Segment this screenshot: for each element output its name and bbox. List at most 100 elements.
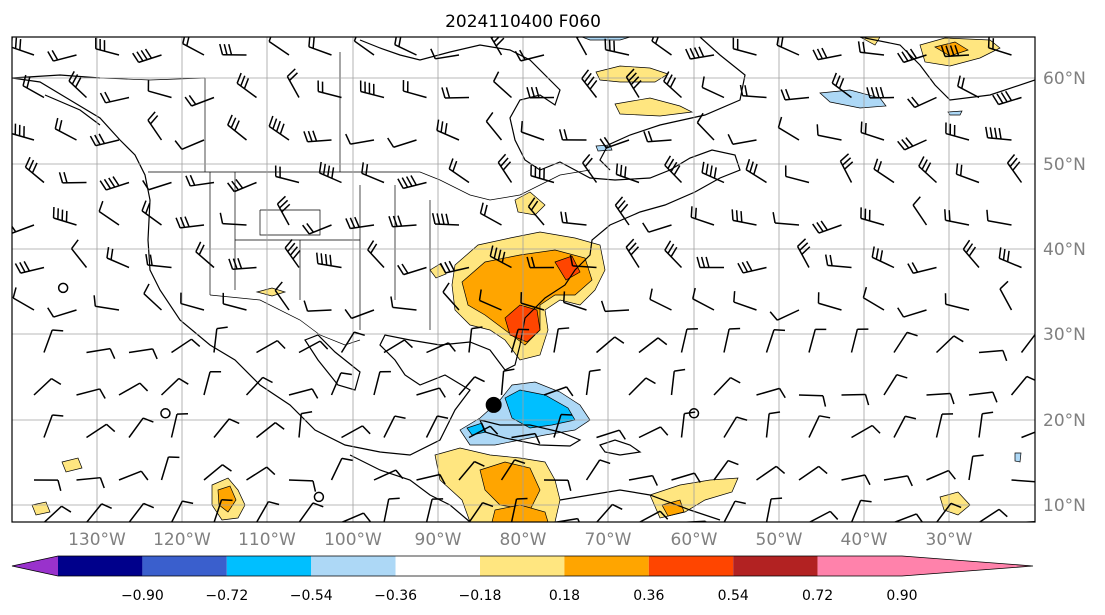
- wind-barb: [670, 368, 686, 396]
- wind-barb: [303, 130, 332, 143]
- wind-barb: [839, 153, 854, 183]
- colorbar-segment: [564, 556, 649, 576]
- latitude-labels: 10°N 20°N 30°N 40°N 50°N 60°N: [1043, 69, 1086, 516]
- wind-barb: [227, 114, 247, 141]
- wind-barb: [935, 335, 964, 354]
- wind-barb: [99, 176, 130, 191]
- colorbar-tick-label: 0.36: [633, 588, 664, 604]
- wind-barb: [54, 117, 77, 141]
- wind-barb: [926, 392, 955, 405]
- wind-barb: [745, 158, 767, 184]
- wind-barb: [99, 91, 130, 104]
- wind-barb: [765, 497, 783, 522]
- wind-barb: [769, 309, 800, 321]
- wind-barb: [582, 153, 598, 183]
- wind-barb: [345, 216, 375, 230]
- wind-barb: [985, 126, 1012, 141]
- wind-barb: [850, 499, 872, 522]
- wind-barb: [213, 418, 240, 438]
- wind-barb: [58, 172, 87, 184]
- wind-barb: [22, 74, 45, 99]
- wind-barb: [723, 500, 746, 522]
- wind-barb: [256, 422, 285, 439]
- wind-barb: [95, 37, 120, 56]
- wind-barb: [500, 368, 515, 396]
- wind-barb: [562, 291, 587, 311]
- colorbar-tick-label: 0.18: [549, 588, 580, 604]
- wind-barb: [98, 200, 120, 226]
- wind-barb: [520, 120, 545, 141]
- wind-barb: [893, 331, 918, 353]
- wind-barb: [883, 475, 913, 487]
- wind-barb: [298, 502, 324, 522]
- wind-barb: [361, 162, 385, 184]
- wind-barb: [860, 121, 885, 141]
- wind-barb: [170, 500, 194, 522]
- wind-barb: [430, 48, 460, 60]
- wind-barb: [489, 245, 512, 269]
- wind-barb: [737, 260, 767, 274]
- storm-center-marker: [485, 396, 502, 413]
- wind-barb: [713, 376, 741, 396]
- wind-barb: [543, 386, 574, 397]
- wind-barb: [388, 215, 417, 228]
- wind-barb: [816, 124, 842, 141]
- wind-barb: [897, 137, 927, 151]
- wind-barb: [479, 202, 502, 226]
- wind-barb: [14, 260, 45, 274]
- wind-barb: [174, 139, 205, 150]
- wind-barb: [978, 411, 994, 438]
- wind-barb: [510, 497, 528, 522]
- wind-barb: [195, 241, 215, 269]
- calm-wind-circle: [57, 282, 69, 294]
- wind-barb: [860, 207, 885, 226]
- wind-barb: [962, 239, 980, 268]
- wind-barb: [147, 80, 172, 99]
- wind-barb: [604, 38, 630, 56]
- wind-barb: [394, 37, 417, 56]
- wind-barb: [998, 247, 1022, 269]
- wind-barb: [180, 292, 205, 311]
- colorbar-tick-label: 0.90: [886, 588, 917, 604]
- wind-barb: [353, 37, 375, 56]
- wind-barb: [274, 281, 290, 311]
- longitude-labels: 130°W 120°W 110°W 100°W 90°W 80°W 70°W 6…: [68, 530, 973, 550]
- positive-anomaly-shading: [31, 37, 1001, 522]
- colorbar-segment: [12, 556, 58, 576]
- wind-barb: [765, 328, 786, 353]
- wind-barb: [581, 69, 598, 98]
- wind-barb: [664, 155, 683, 184]
- wind-barb: [756, 465, 786, 481]
- colorbar-segment: [58, 556, 143, 576]
- wind-barb: [625, 68, 642, 98]
- lon-label: 50°W: [756, 530, 803, 550]
- colorbar-tick-label: −0.18: [459, 588, 502, 604]
- map-area: [12, 37, 1035, 522]
- wind-barb: [756, 387, 786, 399]
- wind-barb: [696, 256, 725, 269]
- wind-barb: [897, 307, 927, 318]
- lon-label: 100°W: [324, 530, 382, 550]
- map-frame: [11, 36, 1036, 523]
- wind-barb: [330, 457, 353, 481]
- wind-barb: [47, 49, 77, 62]
- calm-wind-circle: [688, 408, 700, 419]
- wind-barb: [812, 220, 842, 234]
- wind-barb: [255, 500, 280, 522]
- wind-barb: [316, 252, 342, 269]
- wind-barb: [857, 41, 885, 56]
- wind-barb: [649, 288, 672, 311]
- wind-barb: [268, 37, 290, 56]
- wind-barb: [175, 216, 205, 229]
- wind-barb: [213, 498, 233, 522]
- lat-label: 30°N: [1043, 325, 1086, 345]
- wind-barb: [227, 179, 257, 193]
- wind-barb: [526, 86, 555, 99]
- wind-barb: [141, 200, 162, 226]
- lon-label: 130°W: [68, 530, 126, 550]
- wind-barb: [203, 370, 222, 396]
- wind-barb: [808, 415, 831, 438]
- wind-barb: [340, 331, 365, 353]
- wind-barb: [184, 95, 215, 107]
- wind-barb: [118, 382, 149, 396]
